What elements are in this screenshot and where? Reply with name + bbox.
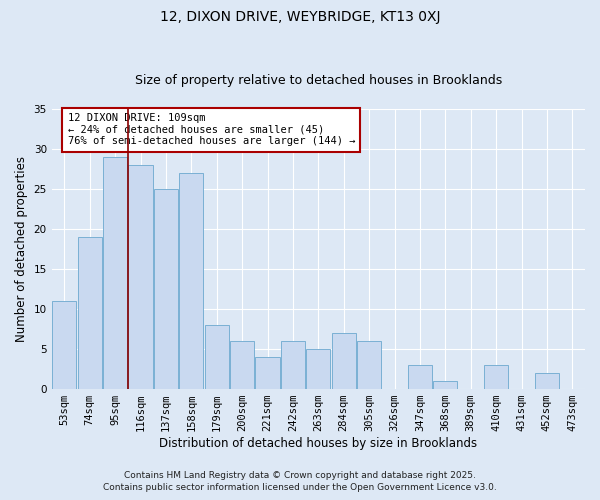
Bar [103, 157, 127, 389]
Text: 12, DIXON DRIVE, WEYBRIDGE, KT13 0XJ: 12, DIXON DRIVE, WEYBRIDGE, KT13 0XJ [160, 10, 440, 24]
Bar [332, 333, 356, 389]
Bar [230, 341, 254, 389]
Bar [408, 365, 432, 389]
Text: 12 DIXON DRIVE: 109sqm
← 24% of detached houses are smaller (45)
76% of semi-det: 12 DIXON DRIVE: 109sqm ← 24% of detached… [68, 113, 355, 146]
Bar [205, 325, 229, 389]
Bar [484, 365, 508, 389]
Bar [357, 341, 381, 389]
Bar [179, 173, 203, 389]
Bar [52, 301, 76, 389]
Bar [77, 237, 102, 389]
Bar [306, 349, 331, 389]
Bar [281, 341, 305, 389]
Bar [128, 165, 152, 389]
Bar [535, 373, 559, 389]
Bar [433, 381, 457, 389]
Bar [256, 357, 280, 389]
X-axis label: Distribution of detached houses by size in Brooklands: Distribution of detached houses by size … [159, 437, 478, 450]
Y-axis label: Number of detached properties: Number of detached properties [15, 156, 28, 342]
Text: Contains HM Land Registry data © Crown copyright and database right 2025.
Contai: Contains HM Land Registry data © Crown c… [103, 471, 497, 492]
Title: Size of property relative to detached houses in Brooklands: Size of property relative to detached ho… [135, 74, 502, 87]
Bar [154, 189, 178, 389]
